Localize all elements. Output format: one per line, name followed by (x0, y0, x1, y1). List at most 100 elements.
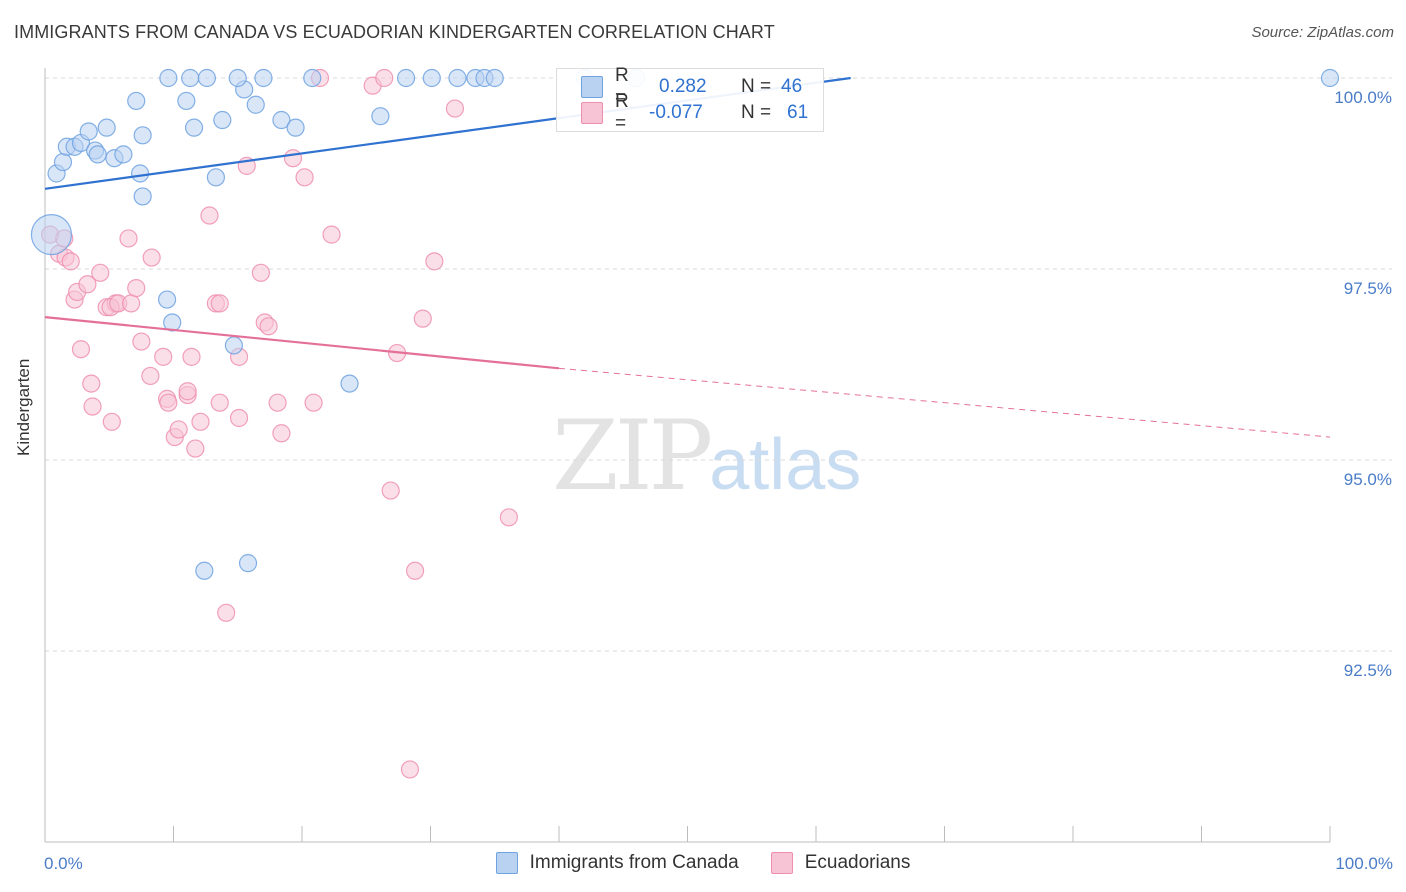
y-tick-label: 95.0% (1344, 470, 1392, 489)
ecuadorians-point (251, 263, 270, 282)
axes (44, 68, 1331, 843)
legend-label-canada: Immigrants from Canada (529, 852, 739, 873)
canada-point (177, 91, 196, 111)
watermark-zip: ZIP (552, 400, 713, 512)
canada-point (213, 110, 232, 130)
n-value: 46 (781, 76, 803, 97)
ecuadorians-point (381, 481, 400, 500)
ecuadorians-point (132, 332, 151, 351)
ecuadorians-point (127, 279, 146, 298)
chart-title: IMMIGRANTS FROM CANADA VS ECUADORIAN KIN… (14, 22, 775, 42)
y-axis-label: Kindergarten (14, 358, 33, 456)
stats-legend: R = 0.282 N = 46 R = -0.077 N = 61 (556, 65, 827, 134)
canada-point (88, 145, 107, 164)
ecuadorians-swatch (581, 102, 603, 124)
ecuadorians-point (229, 408, 249, 428)
ecuadorians-point (259, 317, 278, 336)
ecuadorians-point (405, 561, 425, 580)
y-tick-label: 92.5% (1344, 661, 1392, 680)
ecuadorians-point (304, 393, 323, 412)
canada-point (303, 68, 322, 88)
series-legend: Immigrants from Canada Ecuadorians (0, 852, 1406, 874)
canada-point (228, 68, 247, 88)
legend-item-ecuadorians[interactable]: Ecuadorians (770, 852, 911, 874)
canada-point (130, 164, 150, 183)
ecuadorians-point (142, 248, 161, 267)
ecuadorians-point (268, 393, 287, 412)
r-label: R = (615, 91, 629, 134)
canada-point (1320, 68, 1340, 88)
stats-row-canada: R = 0.282 N = 46 (581, 65, 821, 108)
canada-point (181, 68, 200, 88)
canada-point (448, 68, 467, 88)
canada-point (286, 118, 305, 137)
ecuadorians-point (83, 397, 102, 416)
ecuadorians-point (375, 68, 394, 88)
r-value: 0.282 (659, 76, 707, 97)
canada-point (340, 374, 359, 393)
canada-point (206, 168, 226, 187)
ecuadorians-point (425, 252, 444, 271)
canada-point (79, 122, 98, 141)
canada-point (97, 118, 116, 137)
ecuadorians-point (178, 382, 197, 401)
ecuadorians-point (283, 149, 303, 168)
ecuadorians-point (210, 393, 229, 412)
ecuadorians-point (159, 393, 178, 412)
canada-point (30, 214, 73, 256)
y-tick-label: 97.5% (1344, 279, 1392, 298)
canada-point (371, 107, 390, 126)
canada-point (133, 187, 152, 206)
canada-points (30, 68, 1340, 580)
ecuadorians-trend-extension (558, 367, 1331, 438)
ecuadorians-point (182, 347, 201, 366)
canada-point (254, 68, 273, 88)
ecuadorians-points (41, 68, 518, 779)
canada-point (53, 152, 73, 172)
watermark-atlas: atlas (709, 425, 862, 505)
ecuadorians-point (154, 347, 173, 366)
ecuadorians-point (499, 508, 518, 527)
ecuadorians-point (445, 99, 465, 118)
canada-point (485, 68, 504, 88)
canada-swatch (581, 76, 603, 98)
canada-point (114, 145, 133, 164)
ecuadorians-point (61, 252, 80, 271)
legend-label-ecuadorians: Ecuadorians (804, 852, 911, 873)
ecuadorians-point (71, 340, 91, 359)
ecuadorians-point (295, 168, 314, 187)
canada-point (422, 68, 441, 88)
ecuadorians-point (169, 420, 188, 439)
ecuadorians-point (272, 424, 291, 443)
ecuadorians-trend-line (44, 316, 560, 370)
canada-point (246, 95, 265, 114)
canada-point (163, 313, 182, 332)
x-tick-label: 0.0% (44, 854, 83, 873)
watermark: ZIPatlas (552, 400, 861, 512)
ecuadorians-point (102, 412, 121, 431)
legend-item-canada[interactable]: Immigrants from Canada (495, 852, 739, 874)
canada-swatch (495, 852, 518, 874)
canada-point (197, 68, 217, 88)
ecuadorians-point (210, 294, 229, 313)
stats-row-ecuadorians: R = -0.077 N = 61 (581, 91, 827, 134)
ecuadorians-point (91, 263, 110, 282)
y-tick-label: 100.0% (1334, 88, 1392, 107)
r-label: R = (615, 65, 629, 108)
canada-point (133, 126, 152, 145)
canada-point (396, 68, 416, 88)
ecuadorians-point (200, 206, 219, 225)
ecuadorians-point (141, 366, 160, 386)
ecuadorians-point (322, 225, 341, 244)
ecuadorians-point (82, 374, 101, 393)
ecuadorians-point (119, 229, 138, 248)
ecuadorians-point (186, 439, 205, 458)
canada-point (195, 561, 214, 580)
canada-point (272, 110, 291, 130)
ecuadorians-point (191, 412, 210, 431)
n-label: N = (741, 76, 772, 97)
canada-point (159, 68, 178, 88)
canada-point (157, 290, 177, 309)
n-value: 61 (787, 102, 809, 123)
